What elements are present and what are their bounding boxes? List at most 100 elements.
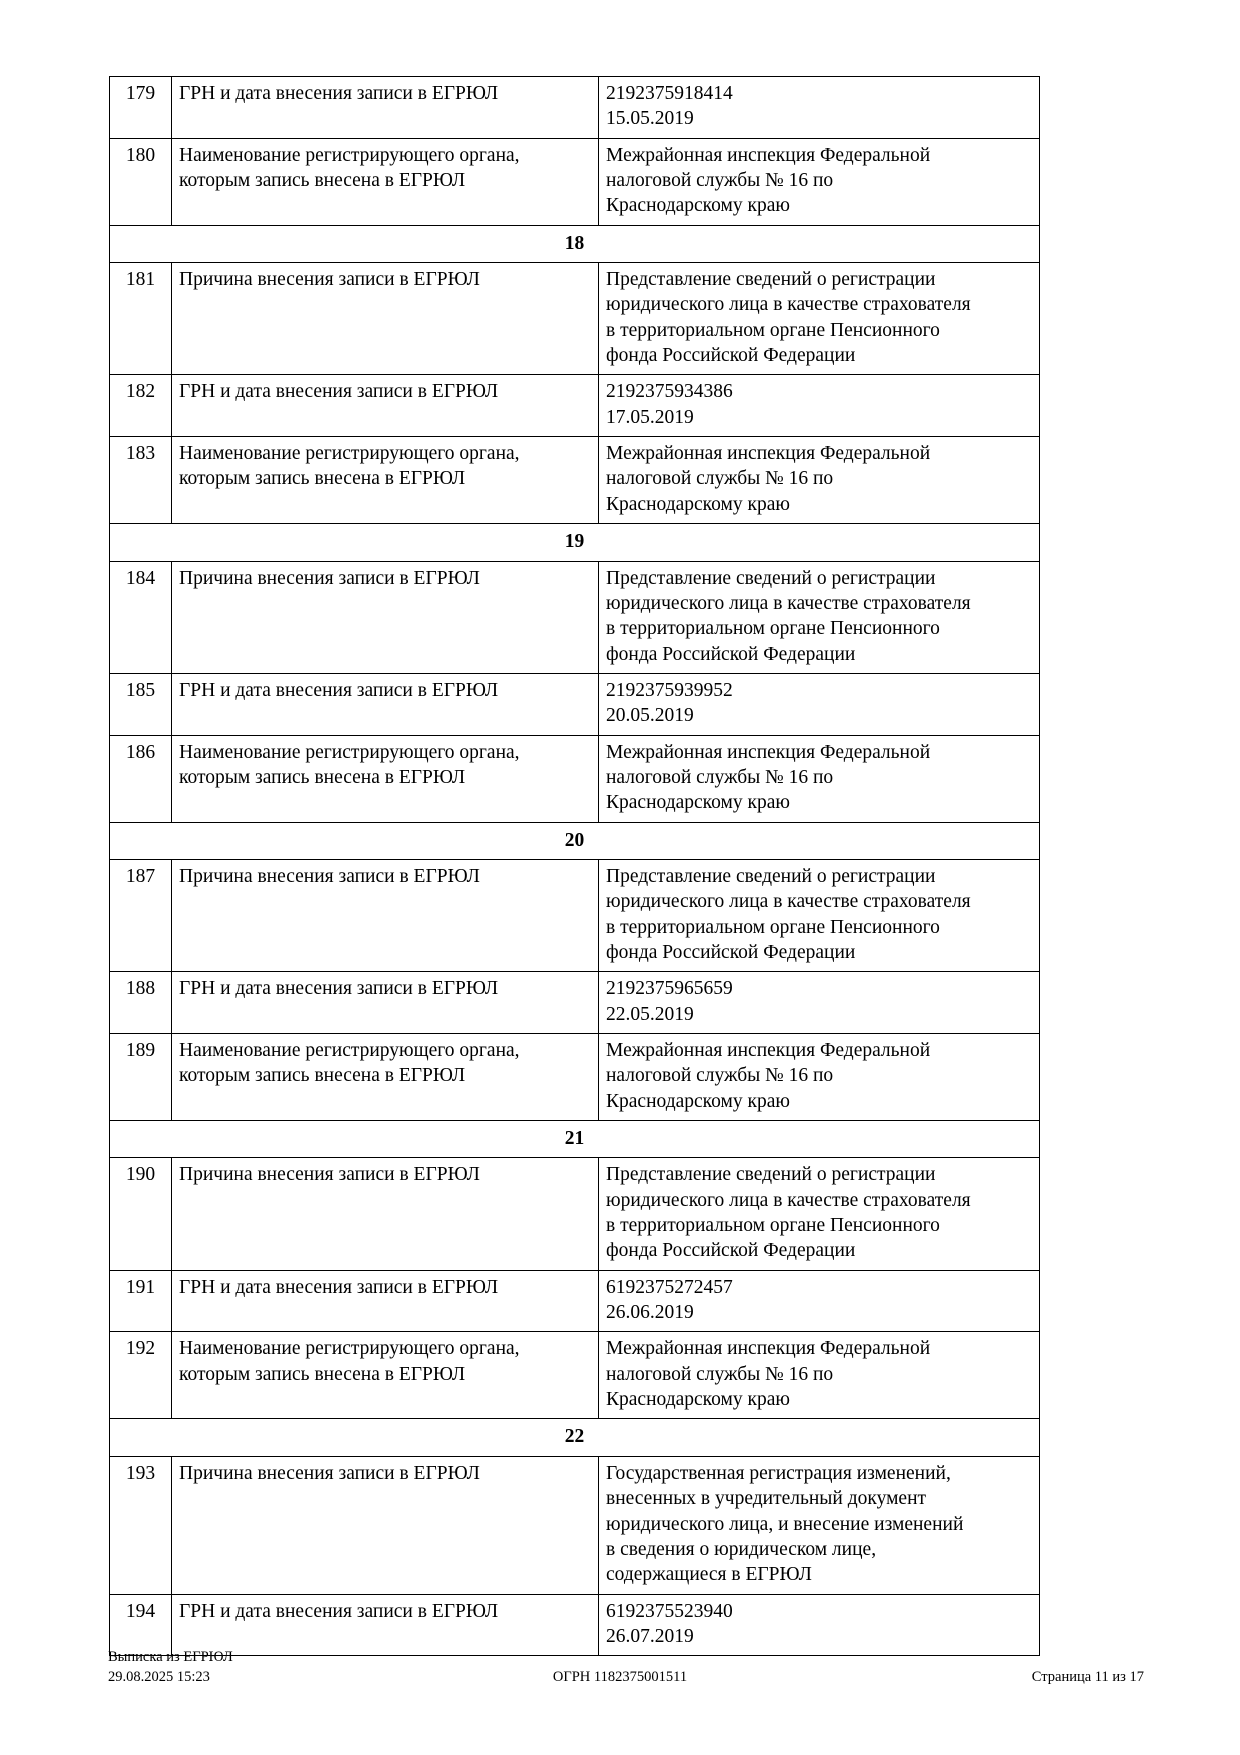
row-label: Причина внесения записи в ЕГРЮЛ (171, 560, 599, 674)
value-line: в территориальном органе Пенсионного (606, 618, 940, 640)
row-value: Межрайонная инспекция Федеральной налого… (598, 137, 1040, 226)
footer-timestamp: 29.08.2025 15:23 (108, 1668, 210, 1685)
row-value: Межрайонная инспекция Федеральной налого… (598, 734, 1040, 823)
table-row: 190 Причина внесения записи в ЕГРЮЛ Пред… (109, 1157, 1040, 1271)
value-line: Межрайонная инспекция Федеральной (606, 1338, 931, 1360)
value-line: Представление сведений о регистрации (606, 865, 936, 887)
grn-date: 15.05.2019 (606, 108, 694, 130)
value-line: Межрайонная инспекция Федеральной (606, 443, 931, 465)
row-number: 194 (109, 1593, 172, 1657)
value-line: в сведения о юридическом лице, (606, 1538, 877, 1560)
value-line: Государственная регистрация изменений, (606, 1462, 951, 1484)
row-label: Причина внесения записи в ЕГРЮЛ (171, 1157, 599, 1271)
row-number: 184 (109, 560, 172, 674)
row-value: Государственная регистрация изменений, в… (598, 1455, 1040, 1595)
table-row: 180 Наименование регистрирующего органа,… (109, 137, 1040, 226)
value-line: Краснодарскому краю (606, 792, 790, 814)
grn-number: 2192375939952 (606, 679, 733, 701)
row-label: Наименование регистрирующего органа, кот… (171, 734, 599, 823)
row-label-line: которым запись внесена в ЕГРЮЛ (179, 170, 466, 192)
value-line: Краснодарскому краю (606, 493, 790, 515)
row-number: 183 (109, 436, 172, 525)
table-row: 179 ГРН и дата внесения записи в ЕГРЮЛ 2… (109, 76, 1040, 139)
value-line: налоговой службы № 16 по (606, 1363, 834, 1385)
value-line: налоговой службы № 16 по (606, 170, 834, 192)
section-header-row: 20 (109, 821, 1040, 860)
row-value: Межрайонная инспекция Федеральной налого… (598, 1331, 1040, 1420)
row-number: 180 (109, 137, 172, 226)
egrul-extract-table: 179 ГРН и дата внесения записи в ЕГРЮЛ 2… (109, 76, 1040, 1657)
row-value: 2192375934386 17.05.2019 (598, 374, 1040, 438)
row-label: ГРН и дата внесения записи в ЕГРЮЛ (171, 1269, 599, 1333)
page-footer: Выписка из ЕГРЮЛ 29.08.2025 15:23 ОГРН 1… (0, 1648, 1240, 1708)
row-label-line: Наименование регистрирующего органа, (179, 443, 520, 465)
row-label: Причина внесения записи в ЕГРЮЛ (171, 1455, 599, 1595)
row-number: 190 (109, 1157, 172, 1271)
row-label-line: Наименование регистрирующего органа, (179, 1338, 520, 1360)
row-label-line: которым запись внесена в ЕГРЮЛ (179, 1065, 466, 1087)
value-line: налоговой службы № 16 по (606, 766, 834, 788)
row-label: ГРН и дата внесения записи в ЕГРЮЛ (171, 672, 599, 736)
value-line: налоговой службы № 16 по (606, 468, 834, 490)
row-value: Представление сведений о регистрации юри… (598, 560, 1040, 674)
section-header-label: 22 (109, 1418, 1040, 1457)
section-header-row: 19 (109, 523, 1040, 562)
value-line: фонда Российской Федерации (606, 941, 856, 963)
section-header-label: 21 (109, 1120, 1040, 1159)
row-number: 192 (109, 1331, 172, 1420)
grn-number: 2192375965659 (606, 978, 733, 1000)
grn-number: 2192375918414 (606, 83, 733, 104)
table-row: 193 Причина внесения записи в ЕГРЮЛ Госу… (109, 1455, 1040, 1595)
extract-table-container: 179 ГРН и дата внесения записи в ЕГРЮЛ 2… (109, 76, 1040, 1657)
section-header-label: 18 (109, 224, 1040, 264)
row-value: Представление сведений о регистрации юри… (598, 858, 1040, 973)
row-label-line: Наименование регистрирующего органа, (179, 741, 520, 763)
row-number: 188 (109, 971, 172, 1034)
row-number: 186 (109, 734, 172, 823)
section-header-row: 22 (109, 1418, 1040, 1457)
value-line: Краснодарскому краю (606, 1090, 790, 1112)
row-label-line: Наименование регистрирующего органа, (179, 1040, 520, 1061)
value-line: Межрайонная инспекция Федеральной (606, 144, 931, 166)
row-value: 2192375939952 20.05.2019 (598, 672, 1040, 736)
row-label-line: которым запись внесена в ЕГРЮЛ (179, 766, 466, 788)
footer-left-block: Выписка из ЕГРЮЛ 29.08.2025 15:23 (108, 1648, 233, 1687)
table-row: 184 Причина внесения записи в ЕГРЮЛ Пред… (109, 560, 1040, 674)
table-row: 189 Наименование регистрирующего органа,… (109, 1032, 1040, 1122)
table-row: 183 Наименование регистрирующего органа,… (109, 436, 1040, 525)
table-row: 188 ГРН и дата внесения записи в ЕГРЮЛ 2… (109, 971, 1040, 1034)
value-line: юридического лица в качестве страховател… (606, 294, 971, 316)
row-number: 187 (109, 858, 172, 973)
table-row: 181 Причина внесения записи в ЕГРЮЛ Пред… (109, 262, 1040, 376)
row-label: Наименование регистрирующего органа, кот… (171, 1032, 599, 1122)
row-label: Наименование регистрирующего органа, кот… (171, 436, 599, 525)
table-row: 191 ГРН и дата внесения записи в ЕГРЮЛ 6… (109, 1269, 1040, 1333)
row-value: Представление сведений о регистрации юри… (598, 1157, 1040, 1271)
value-line: в территориальном органе Пенсионного (606, 916, 940, 938)
row-value: 6192375272457 26.06.2019 (598, 1269, 1040, 1333)
row-label: Наименование регистрирующего органа, кот… (171, 137, 599, 226)
row-label: ГРН и дата внесения записи в ЕГРЮЛ (171, 76, 599, 139)
section-header-row: 21 (109, 1120, 1040, 1159)
row-number: 179 (109, 76, 172, 139)
footer-ogrn: ОГРН 1182375001511 (552, 1669, 688, 1685)
value-line: содержащиеся в ЕГРЮЛ (606, 1564, 812, 1586)
grn-number: 2192375934386 (606, 381, 733, 403)
value-line: налоговой службы № 16 по (606, 1065, 834, 1087)
row-number: 181 (109, 262, 172, 376)
row-label-line: которым запись внесена в ЕГРЮЛ (179, 468, 466, 490)
value-line: юридического лица в качестве страховател… (606, 592, 971, 614)
section-header-label: 20 (109, 821, 1040, 860)
table-row: 182 ГРН и дата внесения записи в ЕГРЮЛ 2… (109, 374, 1040, 438)
grn-date: 17.05.2019 (606, 406, 694, 428)
row-number: 182 (109, 374, 172, 438)
row-value: Представление сведений о регистрации юри… (598, 262, 1040, 376)
row-number: 193 (109, 1455, 172, 1595)
row-label: Причина внесения записи в ЕГРЮЛ (171, 858, 599, 973)
grn-date: 20.05.2019 (606, 705, 694, 727)
value-line: Межрайонная инспекция Федеральной (606, 1040, 931, 1061)
value-line: в территориальном органе Пенсионного (606, 319, 940, 341)
row-label: ГРН и дата внесения записи в ЕГРЮЛ (171, 1593, 599, 1657)
row-number: 185 (109, 672, 172, 736)
